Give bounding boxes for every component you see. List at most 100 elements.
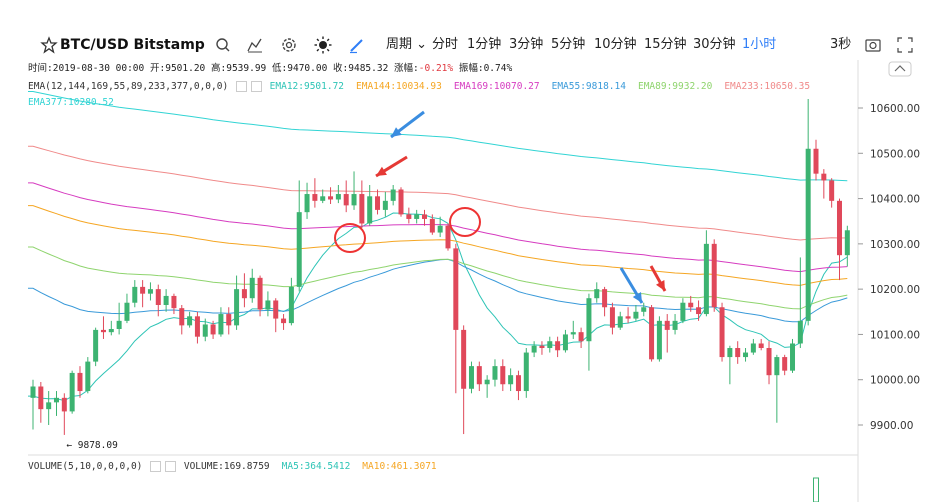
tab-timeframe-0[interactable]: 分时	[432, 37, 459, 52]
candle	[390, 184, 396, 206]
candle	[320, 189, 326, 204]
candle	[108, 320, 114, 336]
toolbar: BTC/USD Bitstamp 周期 ⌄ 分时 1分钟 3分钟 5分钟 10分…	[0, 0, 951, 60]
close-icon[interactable]	[250, 81, 262, 92]
ema89-line	[28, 246, 848, 310]
candle	[202, 318, 208, 342]
candle	[304, 182, 310, 219]
candle	[328, 187, 334, 205]
tab-timeframe-1[interactable]: 1分钟	[467, 37, 502, 52]
candle	[774, 354, 780, 423]
indicator-icon[interactable]	[246, 36, 264, 54]
candle	[312, 178, 318, 208]
ema-lines	[28, 91, 848, 402]
candle	[672, 314, 678, 335]
candle	[594, 282, 600, 303]
candle	[750, 338, 756, 355]
candle	[132, 280, 138, 308]
y-tick-label: 10200.00	[870, 284, 920, 296]
settings-icon[interactable]	[235, 81, 247, 92]
candle	[38, 381, 44, 423]
candle	[382, 191, 388, 217]
candle	[281, 314, 287, 330]
candle	[656, 316, 662, 362]
candle	[61, 393, 67, 435]
candle	[93, 327, 99, 367]
collapse-button[interactable]	[888, 61, 912, 77]
draw-icon[interactable]	[348, 36, 366, 54]
candle	[265, 291, 271, 317]
candle	[641, 302, 647, 317]
candle	[194, 311, 200, 344]
candle	[179, 304, 185, 335]
candle	[77, 366, 83, 398]
chevron-up-icon	[894, 65, 906, 72]
y-axis: 10600.00 10500.00 10400.00 10300.00 10200.00…	[858, 103, 920, 432]
candle	[547, 336, 553, 353]
candle	[476, 361, 482, 392]
candle	[508, 368, 514, 392]
candle	[468, 361, 474, 394]
tab-timeframe-6[interactable]: 30分钟	[693, 37, 736, 52]
fullscreen-icon[interactable]	[896, 36, 914, 54]
candle	[359, 180, 365, 229]
settings-icon[interactable]	[280, 36, 298, 54]
candle	[492, 359, 498, 387]
candle	[633, 304, 639, 321]
volume-legend: VOLUME(5,10,0,0,0,0) VOLUME:169.8759 MA5:…	[28, 460, 449, 474]
candle	[140, 280, 146, 308]
camera-icon[interactable]	[864, 36, 882, 54]
annotation-arrow-blue	[619, 267, 644, 304]
candle	[602, 286, 608, 317]
ema377-line	[28, 91, 848, 182]
candle	[531, 341, 537, 358]
candle	[680, 298, 686, 324]
candle	[273, 298, 279, 333]
candle	[124, 293, 130, 324]
ema377-label: EMA377:10280.52	[28, 97, 114, 108]
theme-icon[interactable]	[314, 36, 332, 54]
chart-background	[0, 60, 951, 502]
tab-timeframe-5[interactable]: 15分钟	[644, 37, 687, 52]
ema-legend-item-0: EMA12:9501.72	[269, 81, 345, 92]
period-dropdown[interactable]: 周期 ⌄	[386, 37, 428, 52]
candle	[116, 302, 122, 335]
ema377-legend: EMA377:10280.52	[28, 96, 114, 110]
tab-timeframe-2[interactable]: 3分钟	[509, 37, 544, 52]
ema-legend-item-4: EMA89:9932.20	[637, 81, 713, 92]
candle	[766, 341, 772, 385]
tab-timeframe-7[interactable]: 1小时	[742, 37, 777, 52]
candle	[398, 187, 404, 217]
candle	[523, 348, 529, 398]
search-icon[interactable]	[214, 36, 232, 54]
close-icon[interactable]	[165, 461, 177, 472]
candle	[414, 209, 420, 224]
candle	[649, 304, 655, 362]
candle	[46, 391, 52, 425]
candle	[609, 302, 615, 335]
candle	[241, 273, 247, 308]
y-tick-label: 10300.00	[870, 239, 920, 251]
candle	[562, 329, 568, 353]
tab-timeframe-4[interactable]: 10分钟	[594, 37, 637, 52]
y-tick-label: 10500.00	[870, 148, 920, 160]
candle	[163, 289, 169, 312]
candle	[515, 370, 521, 401]
candle	[711, 239, 717, 312]
candle	[422, 209, 427, 226]
tab-timeframe-3[interactable]: 5分钟	[551, 37, 586, 52]
candle	[367, 184, 373, 226]
settings-icon[interactable]	[150, 461, 162, 472]
candle	[210, 320, 216, 339]
candle	[437, 216, 443, 238]
star-icon[interactable]	[40, 36, 58, 54]
candle	[813, 139, 819, 181]
candle	[445, 223, 451, 251]
annotation-arrow-red	[649, 265, 667, 292]
volume-legend-item-0: VOLUME:169.8759	[183, 461, 270, 472]
annotation-arrow-red	[375, 155, 408, 178]
candle	[617, 311, 623, 330]
annotation-circle	[334, 223, 366, 253]
candle	[226, 307, 232, 335]
